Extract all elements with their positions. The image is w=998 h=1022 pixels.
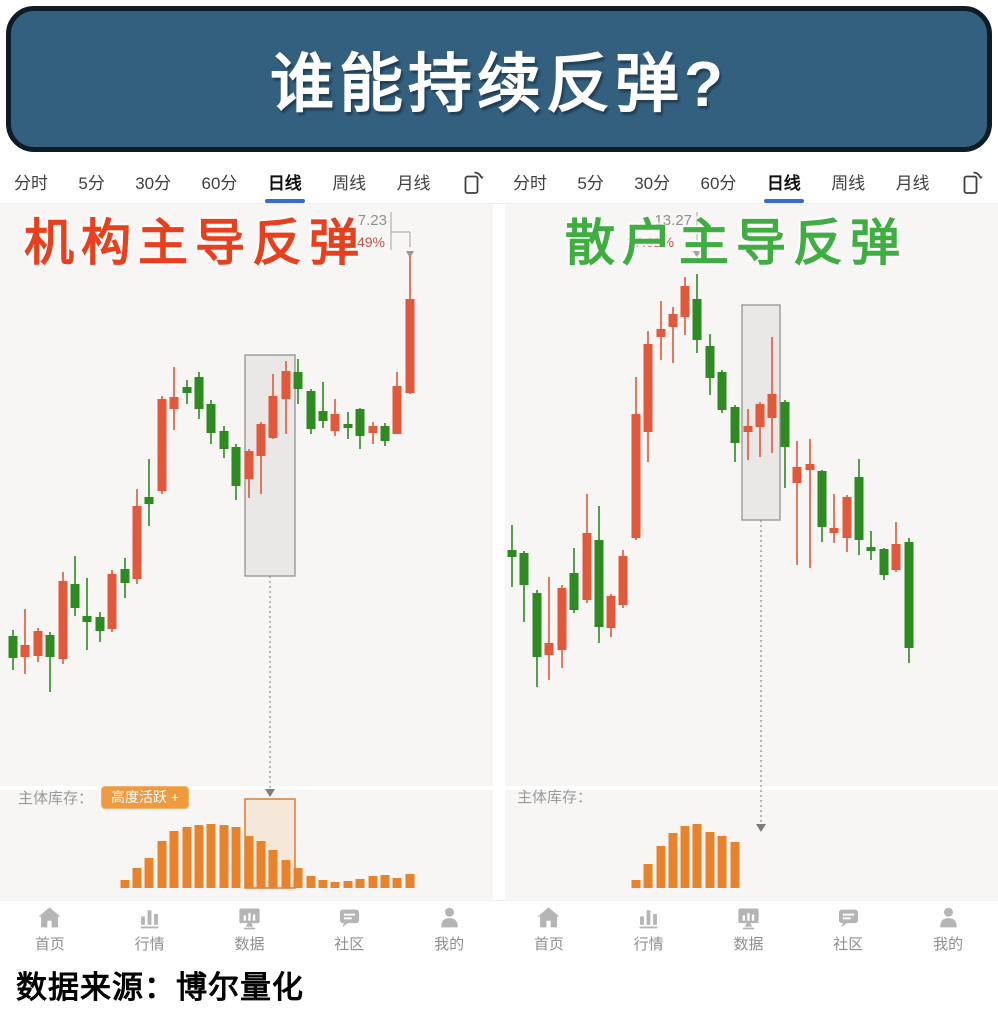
tab-周线[interactable]: 周线	[831, 174, 866, 193]
tab-30分[interactable]: 30分	[634, 174, 671, 193]
community-bubble-icon	[339, 909, 359, 927]
nav-item-社区[interactable]: 社区	[314, 904, 384, 954]
tab-分时[interactable]: 分时	[513, 174, 547, 193]
nav-label: 行情	[134, 935, 165, 953]
home-icon	[537, 906, 560, 927]
community-bubble-icon	[838, 909, 858, 927]
data-monitor-icon	[239, 908, 260, 929]
nav-item-数据[interactable]: 数据	[214, 904, 284, 954]
nav-label: 数据	[733, 935, 764, 953]
indicator-label: 主体库存：	[18, 790, 94, 807]
tab-分时[interactable]: 分时	[14, 174, 48, 193]
svg-text:23.49%: 23.49%	[338, 234, 385, 250]
candlestick-chart-left[interactable]: 7.23 23.49%	[0, 204, 499, 900]
candlestick-chart-right[interactable]: 13.27 17.02%	[499, 204, 998, 900]
tab-月线[interactable]: 月线	[895, 174, 930, 193]
tab-5分[interactable]: 5分	[577, 174, 604, 193]
tab-月线[interactable]: 月线	[396, 174, 431, 193]
profile-person-icon	[939, 907, 957, 927]
panel-institution: 分时 5分 30分 60分 日线 周线 月线 7.23 23.49% 机构主导反弹 主体库存：…	[0, 160, 499, 956]
svg-text:7.23: 7.23	[358, 212, 387, 229]
indicator-row-left: 主体库存： 高度活跃 +	[18, 786, 190, 809]
indicator-row-right: 主体库存：	[517, 786, 592, 807]
profile-person-icon	[440, 907, 458, 927]
overlay-title-right: 散户主导反弹	[565, 215, 907, 271]
svg-text:17.02%: 17.02%	[627, 234, 674, 250]
nav-label: 首页	[533, 935, 564, 953]
nav-item-社区[interactable]: 社区	[813, 904, 883, 954]
tab-日线[interactable]: 日线	[767, 169, 801, 194]
nav-item-我的[interactable]: 我的	[414, 904, 484, 954]
page-title: 谁能持续反弹?	[269, 48, 729, 120]
overlay-title-left: 机构主导反弹	[24, 215, 366, 271]
tab-周线[interactable]: 周线	[332, 174, 367, 193]
nav-label: 行情	[633, 935, 664, 953]
rotate-screen-icon[interactable]	[960, 169, 984, 195]
market-bars-icon	[140, 909, 159, 928]
nav-label: 我的	[933, 935, 964, 953]
tab-5分[interactable]: 5分	[78, 174, 105, 193]
tab-30分[interactable]: 30分	[135, 174, 172, 193]
tab-日线[interactable]: 日线	[268, 169, 302, 194]
nav-label: 社区	[833, 935, 864, 953]
timeframe-tabbar-right: 分时 5分 30分 60分 日线 周线 月线	[499, 160, 998, 204]
activity-badge: 高度活跃 +	[101, 786, 190, 809]
indicator-label: 主体库存：	[517, 789, 593, 806]
nav-item-首页[interactable]: 首页	[15, 904, 85, 954]
timeframe-tabbar-left: 分时 5分 30分 60分 日线 周线 月线	[0, 160, 499, 204]
tab-60分[interactable]: 60分	[201, 174, 238, 193]
nav-label: 首页	[34, 935, 65, 953]
nav-label: 我的	[434, 935, 465, 953]
panel-retail: 分时 5分 30分 60分 日线 周线 月线 13.27 17.02% 散户主导反弹 主体库存…	[499, 160, 998, 956]
tab-60分[interactable]: 60分	[700, 174, 737, 193]
data-source-caption: 数据来源：博尔量化	[16, 970, 304, 1005]
svg-text:13.27: 13.27	[654, 212, 692, 229]
rotate-screen-icon[interactable]	[461, 169, 485, 195]
nav-item-我的[interactable]: 我的	[913, 904, 983, 954]
nav-label: 社区	[334, 935, 365, 953]
nav-label: 数据	[234, 935, 265, 953]
nav-item-行情[interactable]: 行情	[115, 904, 185, 954]
bottom-nav-right: 首页 行情 数据 社区 我的	[499, 900, 998, 956]
title-banner: 谁能持续反弹?	[6, 6, 992, 152]
data-monitor-icon	[738, 908, 759, 929]
market-bars-icon	[639, 909, 658, 928]
nav-item-行情[interactable]: 行情	[614, 904, 684, 954]
bottom-nav-left: 首页 行情 数据 社区 我的	[0, 900, 499, 956]
home-icon	[38, 906, 61, 927]
nav-item-首页[interactable]: 首页	[514, 904, 584, 954]
nav-item-数据[interactable]: 数据	[713, 904, 783, 954]
